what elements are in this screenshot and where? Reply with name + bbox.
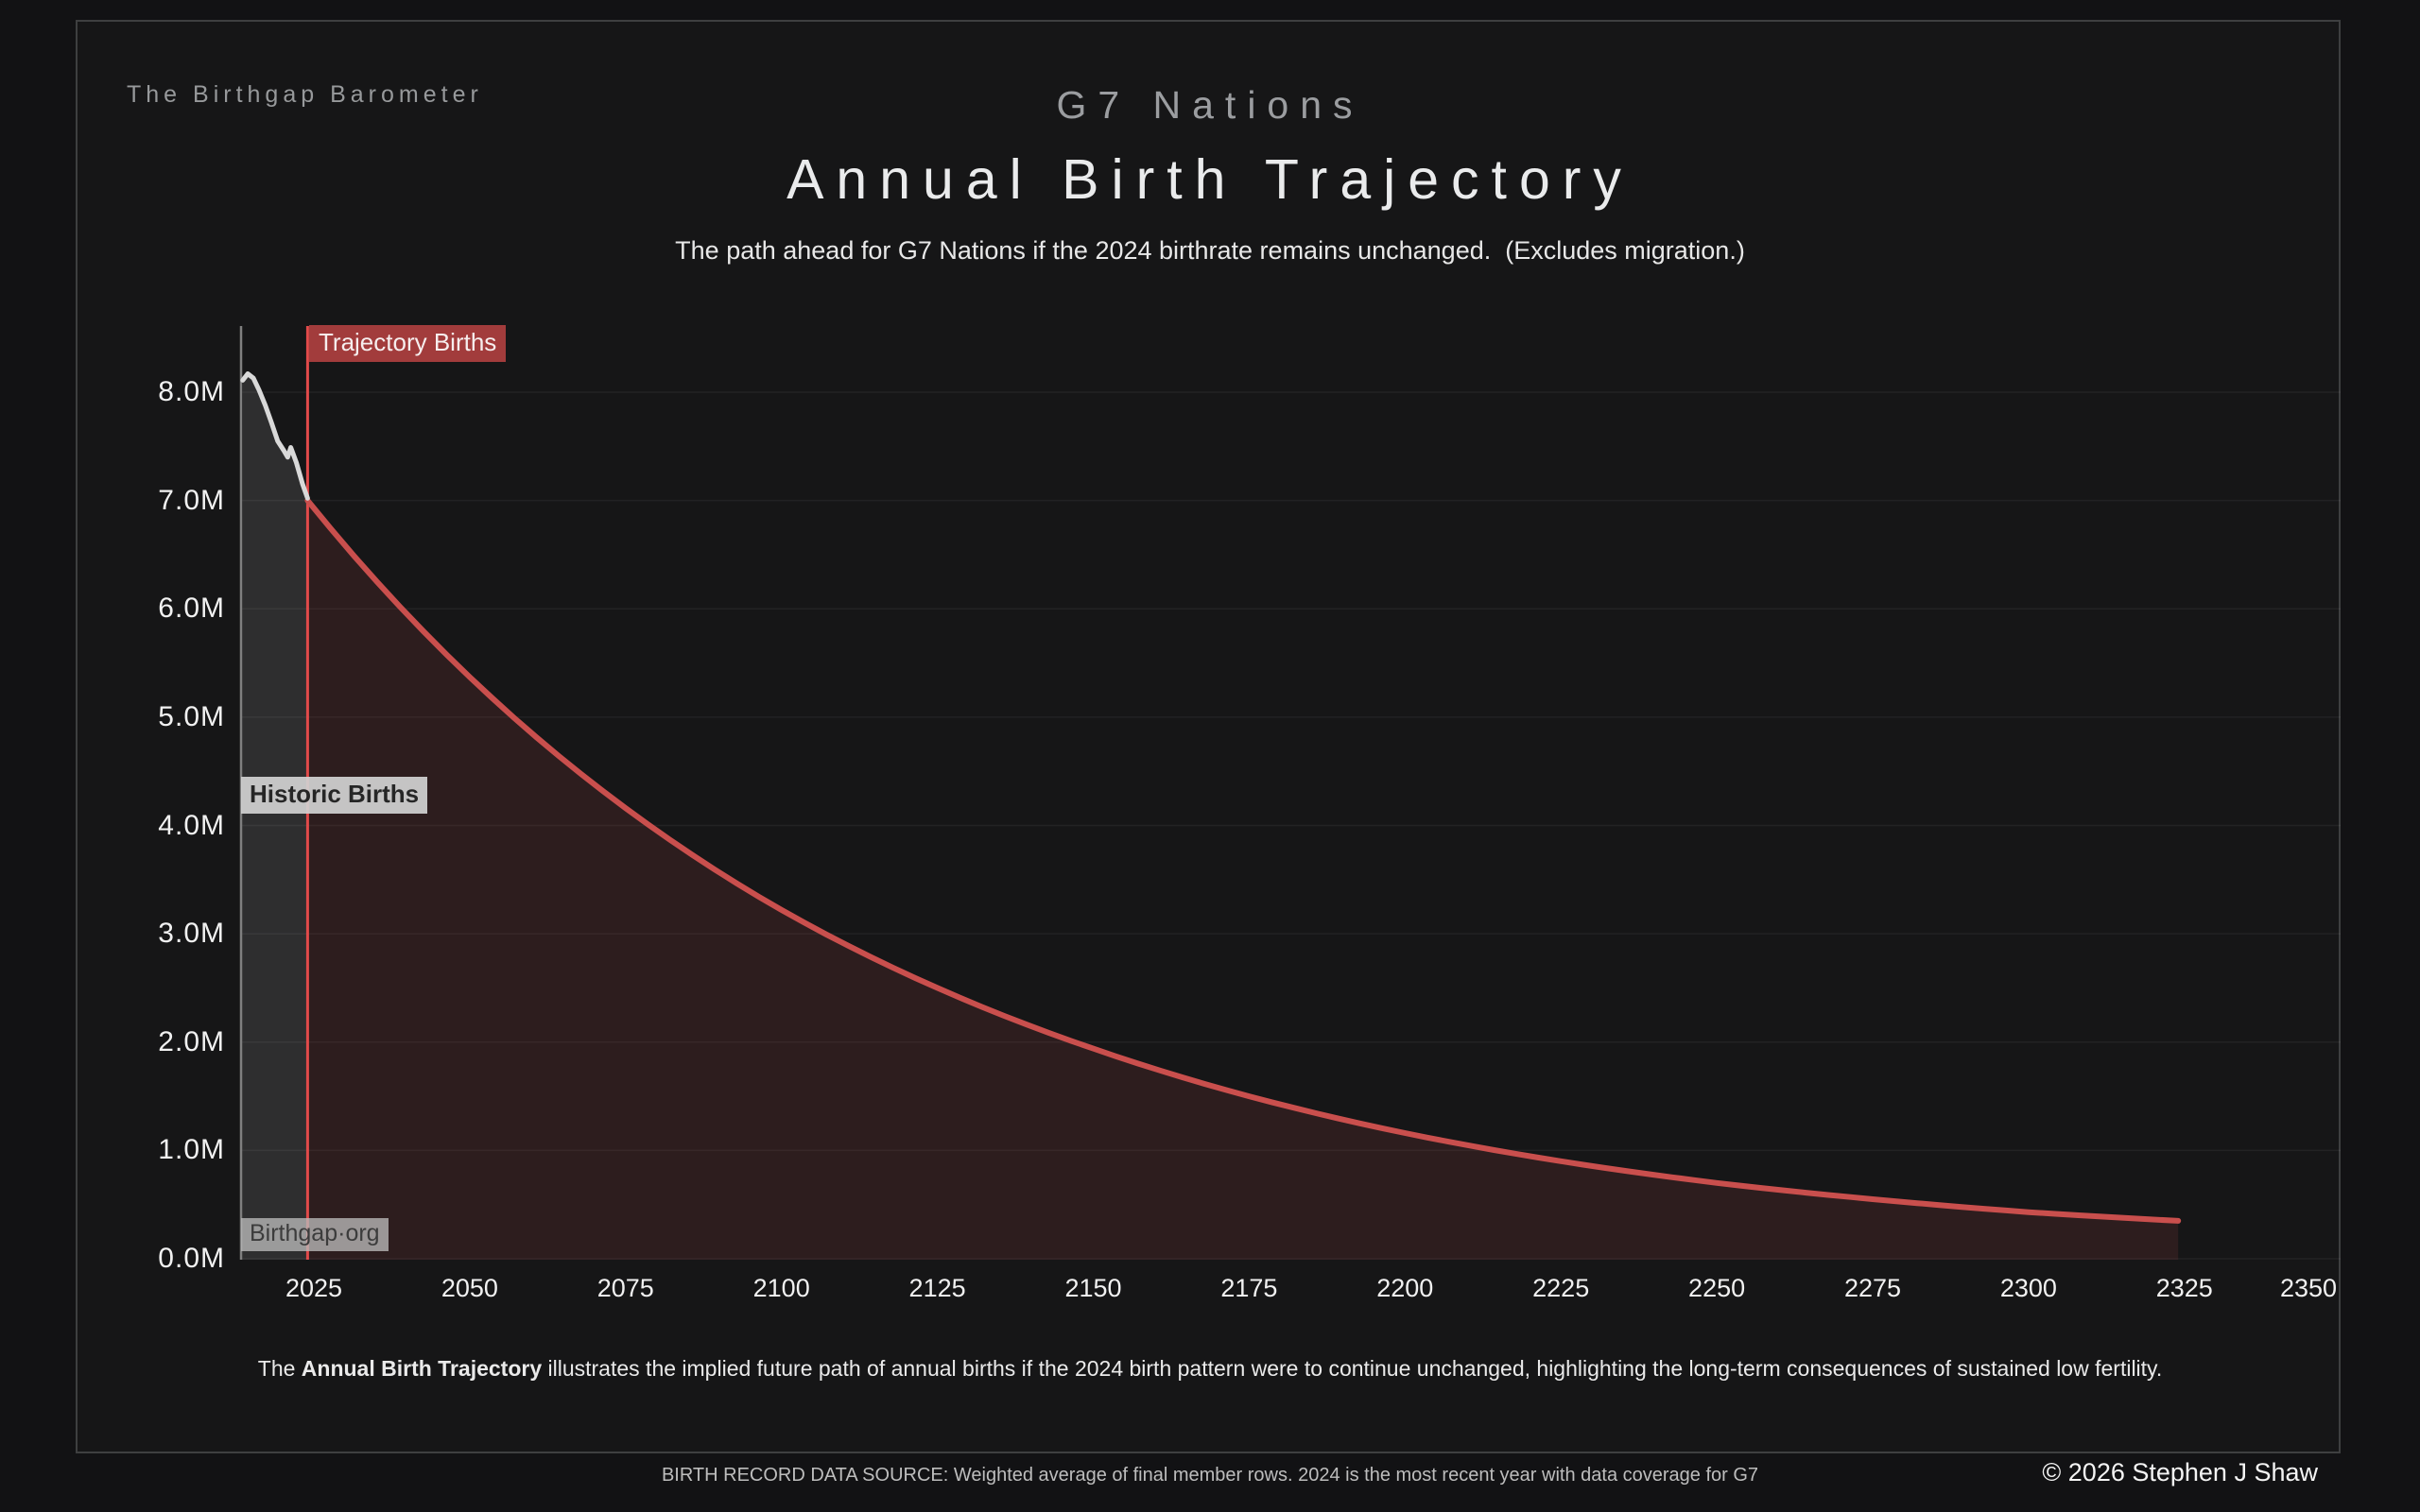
chart-subtitle: The path ahead for G7 Nations if the 202…: [675, 236, 1745, 265]
x-tick-2175: 2175: [1220, 1274, 1278, 1302]
x-tick-2150: 2150: [1064, 1274, 1122, 1302]
y-tick-2.0M: 2.0M: [158, 1025, 225, 1057]
historic-births-line: [240, 371, 310, 501]
x-tick-2250: 2250: [1688, 1274, 1746, 1302]
x-tick-2275: 2275: [1843, 1274, 1902, 1302]
y-tick-6.0M: 6.0M: [158, 593, 225, 625]
y-tick-8.0M: 8.0M: [158, 376, 225, 407]
y-tick-1.0M: 1.0M: [158, 1134, 225, 1166]
y-tick-4.0M: 4.0M: [158, 809, 225, 841]
x-tick-2100: 2100: [752, 1274, 810, 1302]
x-tick-2350: 2350: [2279, 1274, 2338, 1302]
trajectory-series-label: Trajectory Births: [309, 325, 507, 362]
y-tick-5.0M: 5.0M: [158, 700, 225, 732]
data-source-note: BIRTH RECORD DATA SOURCE: Weighted avera…: [661, 1465, 1759, 1486]
y-tick-7.0M: 7.0M: [158, 484, 225, 516]
x-tick-2050: 2050: [441, 1274, 498, 1302]
historic-series-label: Historic Births: [241, 777, 428, 814]
chart-description: The Annual Birth Trajectory illustrates …: [0, 1356, 2420, 1382]
trajectory-area-fill: [307, 500, 2179, 1260]
x-tick-2325: 2325: [2155, 1274, 2213, 1302]
y-tick-3.0M: 3.0M: [158, 918, 225, 950]
trajectory-births-line: [304, 497, 2182, 1224]
historic-area-fill: [241, 373, 308, 1260]
description-prefix: The: [257, 1356, 302, 1381]
chart-suptitle: G7 Nations: [1056, 83, 1364, 127]
x-tick-2125: 2125: [908, 1274, 966, 1302]
x-tick-2200: 2200: [1376, 1274, 1434, 1302]
x-tick-2225: 2225: [1532, 1274, 1590, 1302]
description-suffix: illustrates the implied future path of a…: [542, 1356, 2163, 1381]
brand-title: The Birthgap Barometer: [127, 81, 483, 108]
x-tick-2025: 2025: [285, 1274, 343, 1302]
page-title: Annual Birth Trajectory: [786, 148, 1634, 211]
x-tick-2075: 2075: [596, 1274, 654, 1302]
y-tick-0.0M: 0.0M: [158, 1243, 225, 1274]
copyright-note: © 2026 Stephen J Shaw: [2042, 1458, 2318, 1486]
birthgap-watermark: Birthgap·org: [241, 1218, 389, 1251]
x-tick-2300: 2300: [1999, 1274, 2057, 1302]
chart-card: [76, 20, 2341, 1453]
description-bold: Annual Birth Trajectory: [301, 1356, 543, 1381]
